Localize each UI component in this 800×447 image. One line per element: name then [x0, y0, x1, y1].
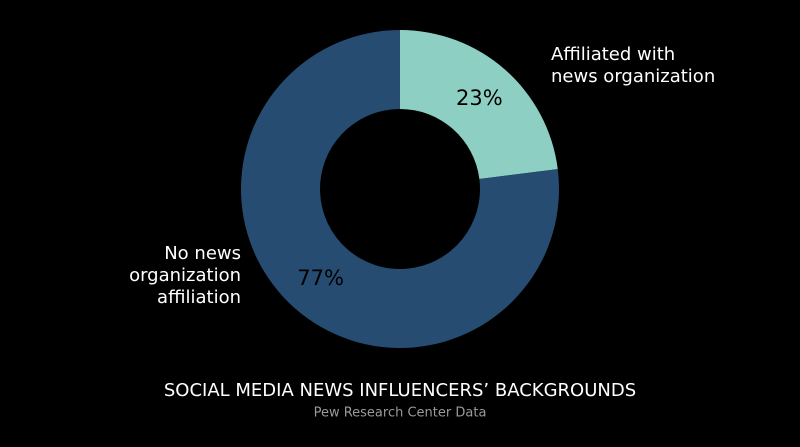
donut-segment — [240, 30, 559, 348]
value-label: 77% — [297, 266, 344, 290]
chart-subtitle: Pew Research Center Data — [314, 406, 487, 421]
category-label: No news organization affiliation — [129, 243, 241, 308]
donut-segment — [400, 30, 558, 179]
value-label: 23% — [456, 86, 503, 110]
chart-title: SOCIAL MEDIA NEWS INFLUENCERS’ BACKGROUN… — [164, 380, 636, 401]
category-label: Affiliated with news organization — [551, 44, 716, 87]
